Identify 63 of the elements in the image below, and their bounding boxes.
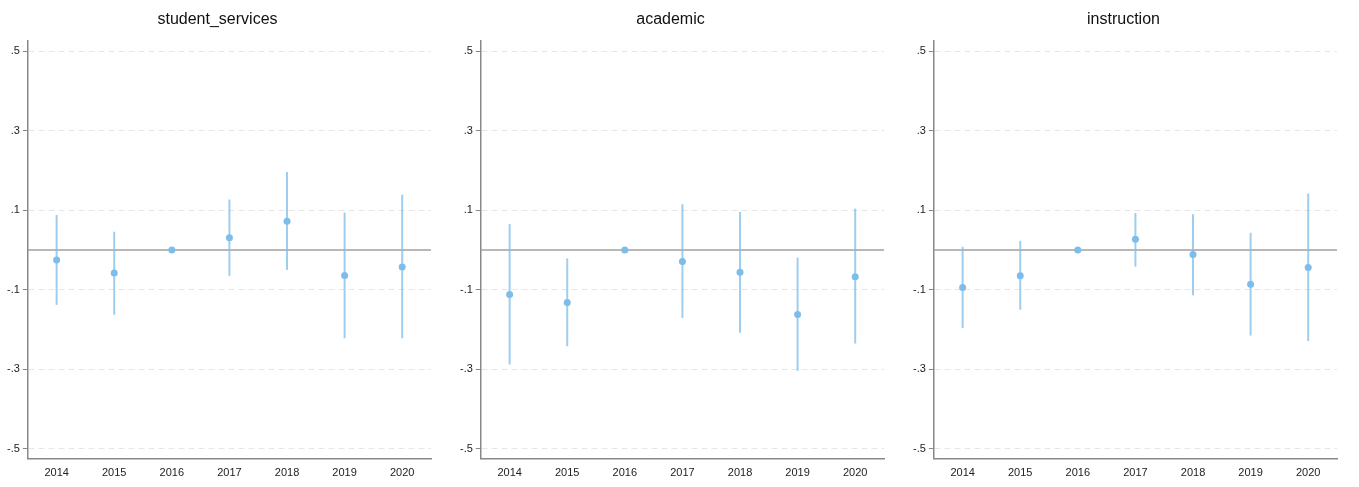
x-tick-label: 2020 xyxy=(1295,466,1321,479)
y-tick-label: .1 xyxy=(10,203,20,216)
x-tick-label: 2014 xyxy=(950,466,975,479)
y-tick-label: -.5 xyxy=(912,441,926,454)
point xyxy=(678,258,686,266)
point xyxy=(168,246,176,254)
y-tick-label: -.3 xyxy=(912,362,926,375)
y-tick-label: .5 xyxy=(10,44,20,57)
x-tick-label: 2016 xyxy=(612,466,638,479)
y-tick-label: -.1 xyxy=(912,282,926,295)
y-tick-label: .3 xyxy=(916,123,926,136)
x-tick-label: 2015 xyxy=(554,466,580,479)
y-tick-label: .5 xyxy=(916,44,926,57)
y-tick-label: .1 xyxy=(463,203,473,216)
y-tick-label: -.3 xyxy=(6,362,20,375)
y-tick-label: -.5 xyxy=(6,441,20,454)
x-tick-label: 2017 xyxy=(1123,466,1148,479)
x-tick-label: 2019 xyxy=(785,466,810,479)
y-tick-label: .3 xyxy=(463,123,473,136)
x-tick-label: 2014 xyxy=(44,466,69,479)
point xyxy=(794,310,802,318)
x-tick-label: 2015 xyxy=(101,466,127,479)
point xyxy=(736,268,744,276)
x-tick-label: 2018 xyxy=(1180,466,1206,479)
x-tick-label: 2015 xyxy=(1007,466,1033,479)
y-tick-label: -.5 xyxy=(459,441,473,454)
point xyxy=(1131,235,1139,243)
y-tick-label: .3 xyxy=(10,123,20,136)
x-tick-label: 2017 xyxy=(217,466,242,479)
x-tick-label: 2016 xyxy=(1065,466,1091,479)
x-tick-label: 2019 xyxy=(1238,466,1263,479)
y-tick-label: -.3 xyxy=(459,362,473,375)
x-tick-label: 2016 xyxy=(159,466,185,479)
chart-title: academic xyxy=(636,10,705,28)
y-tick-label: .1 xyxy=(916,203,926,216)
x-tick-label: 2018 xyxy=(274,466,300,479)
y-tick-label: -.1 xyxy=(459,282,473,295)
point xyxy=(959,283,967,291)
point xyxy=(621,246,629,254)
chart-title: student_services xyxy=(157,10,278,29)
point xyxy=(398,263,406,271)
x-tick-label: 2019 xyxy=(332,466,357,479)
x-tick-label: 2020 xyxy=(842,466,868,479)
point xyxy=(506,291,514,299)
point xyxy=(851,273,859,281)
x-tick-label: 2014 xyxy=(497,466,522,479)
point xyxy=(1074,246,1082,254)
point xyxy=(1247,280,1255,288)
point xyxy=(283,217,291,225)
chart-title: instruction xyxy=(1087,10,1160,28)
point xyxy=(563,299,571,306)
point xyxy=(53,256,61,264)
point xyxy=(341,271,349,279)
y-tick-label: -.1 xyxy=(6,282,20,295)
point xyxy=(110,269,118,277)
y-tick-label: .5 xyxy=(463,44,473,57)
x-tick-label: 2018 xyxy=(727,466,753,479)
point xyxy=(1016,272,1024,280)
x-tick-label: 2020 xyxy=(389,466,415,479)
point xyxy=(1189,250,1197,258)
point xyxy=(1304,264,1312,271)
x-tick-label: 2017 xyxy=(670,466,695,479)
point xyxy=(225,234,233,242)
